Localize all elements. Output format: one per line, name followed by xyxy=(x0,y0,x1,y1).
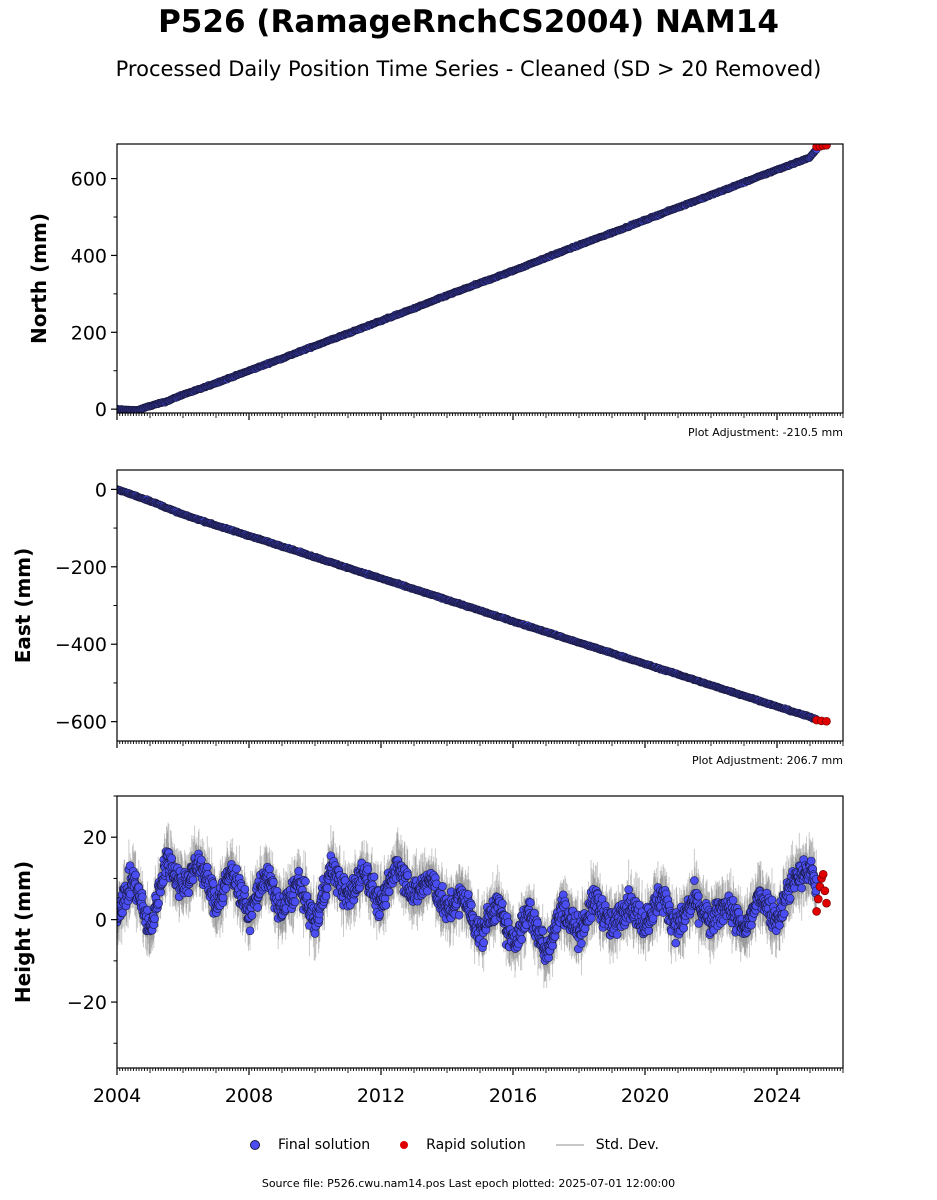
final-solution-points-north xyxy=(117,145,821,413)
panel-east: 0 −200 −400 −600 East (mm) Plot Adjustment: 2… xyxy=(11,469,844,767)
panel-north: 0 200 400 600 North (mm) Plot Adjustment: -21… xyxy=(27,143,844,439)
rapid-solution-point xyxy=(822,144,831,150)
y-tick-label: −200 xyxy=(55,557,107,579)
plot-adjustment-label: Plot Adjustment: -210.5 mm xyxy=(688,426,843,439)
plot-area-east xyxy=(117,485,831,726)
chart-title: P526 (RamageRnchCS2004) NAM14 xyxy=(158,4,779,40)
y-tick-label: 600 xyxy=(71,169,107,191)
stddev-bars-north xyxy=(117,148,818,412)
rapid-solution-points-east xyxy=(812,715,831,726)
rapid-solution-point xyxy=(822,716,831,726)
plots-area: 0 200 400 600 North (mm) Plot Adjustment: -21… xyxy=(11,143,844,1107)
y-tick-label: 200 xyxy=(71,322,107,344)
plot-area-height xyxy=(117,822,831,989)
plot-adjustment-label: Plot Adjustment: 206.7 mm xyxy=(692,754,843,767)
y-axis-label: East (mm) xyxy=(11,548,35,664)
y-tick-label: −600 xyxy=(55,712,107,734)
axes-frame-east xyxy=(116,469,844,742)
y-tick-label: 0 xyxy=(95,399,107,421)
final-solution-points-east xyxy=(117,485,821,724)
y-tick-label: −400 xyxy=(55,634,107,656)
y-axis-label: North (mm) xyxy=(27,213,51,344)
y-tick-label: 400 xyxy=(71,245,107,267)
chart-subtitle: Processed Daily Position Time Series - C… xyxy=(115,57,822,81)
rapid-solution-points-north xyxy=(812,144,831,151)
plot-area-north xyxy=(117,144,831,413)
y-tick-label: 0 xyxy=(95,479,107,501)
